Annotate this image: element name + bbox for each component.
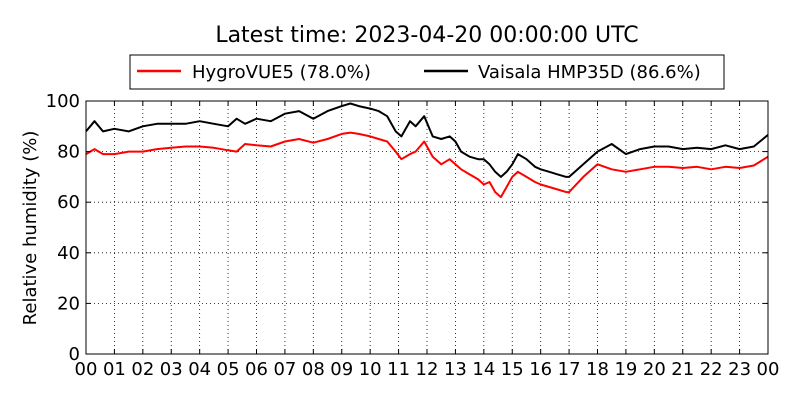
x-tick-label: 03 bbox=[160, 359, 183, 380]
x-tick-label: 15 bbox=[501, 359, 524, 380]
series-line-vaisala bbox=[85, 102, 769, 178]
y-tick-label: 20 bbox=[57, 293, 80, 314]
x-tick-label: 06 bbox=[245, 359, 268, 380]
x-tick-label: 07 bbox=[273, 359, 296, 380]
y-tick-label: 100 bbox=[46, 91, 80, 112]
series-line-hygrovue5 bbox=[85, 131, 769, 199]
x-tick-label: 12 bbox=[416, 359, 439, 380]
grid bbox=[86, 101, 768, 354]
x-tick-label: 09 bbox=[330, 359, 353, 380]
x-tick-label: 23 bbox=[728, 359, 751, 380]
x-tick-label: 00 bbox=[757, 359, 780, 380]
y-axis-label: Relative humidity (%) bbox=[20, 131, 41, 326]
x-tick-label: 19 bbox=[614, 359, 637, 380]
x-tick-label: 02 bbox=[131, 359, 154, 380]
x-tick-label: 04 bbox=[188, 359, 211, 380]
x-tick-label: 13 bbox=[444, 359, 467, 380]
y-tick-labels: 0 20 40 60 80 100 bbox=[46, 91, 80, 365]
y-tick-label: 60 bbox=[57, 192, 80, 213]
x-tick-labels: 00 01 02 03 04 05 06 07 08 09 10 11 12 13 14 15 16 17 18 19… bbox=[75, 359, 780, 380]
x-tick-label: 17 bbox=[558, 359, 581, 380]
y-tick-label: 40 bbox=[57, 243, 80, 264]
ticks bbox=[85, 100, 769, 355]
chart-title: Latest time: 2023-04-20 00:00:00 UTC bbox=[215, 23, 638, 48]
series-layer bbox=[85, 102, 769, 199]
x-tick-label: 18 bbox=[586, 359, 609, 380]
x-tick-label: 11 bbox=[387, 359, 410, 380]
x-tick-label: 00 bbox=[75, 359, 98, 380]
x-tick-label: 21 bbox=[671, 359, 694, 380]
x-tick-label: 08 bbox=[302, 359, 325, 380]
x-tick-label: 16 bbox=[529, 359, 552, 380]
x-tick-label: 20 bbox=[643, 359, 666, 380]
x-tick-label: 22 bbox=[700, 359, 723, 380]
x-tick-label: 14 bbox=[472, 359, 495, 380]
legend: HygroVUE5 (78.0%) Vaisala HMP35D (86.6%) bbox=[129, 54, 725, 90]
y-tick-label: 0 bbox=[69, 344, 80, 365]
x-tick-label: 10 bbox=[359, 359, 382, 380]
legend-label-hygrovue5: HygroVUE5 (78.0%) bbox=[192, 62, 371, 83]
legend-label-vaisala: Vaisala HMP35D (86.6%) bbox=[478, 62, 701, 83]
x-tick-label: 01 bbox=[103, 359, 126, 380]
x-tick-label: 05 bbox=[217, 359, 240, 380]
y-tick-label: 80 bbox=[57, 142, 80, 163]
